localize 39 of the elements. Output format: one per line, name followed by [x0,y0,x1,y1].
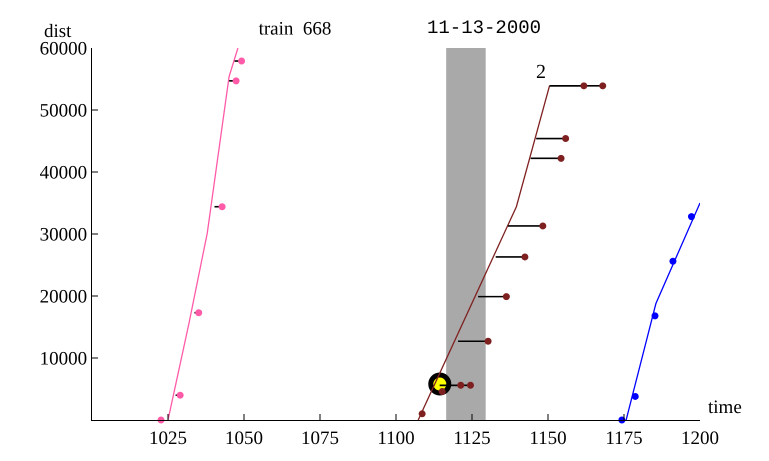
y-tick-label: 10000 [40,348,88,370]
point [652,312,659,320]
point [502,293,510,300]
point [632,392,639,400]
y-tick-label: 30000 [40,224,88,246]
point [195,309,202,316]
chart-subtitle: 11-13-2000 [427,17,542,39]
x-tick-label: 1200 [681,428,719,449]
point [562,135,570,142]
point [457,382,464,389]
point [580,82,588,90]
point [558,154,565,162]
point [232,77,240,84]
point [466,382,474,389]
y-tick-label: 20000 [40,286,88,308]
point [418,410,426,418]
y-tick-label: 40000 [40,162,88,184]
line-series [167,48,239,420]
point [688,213,695,220]
annotation: 2 [536,61,546,83]
point [238,58,246,65]
point [218,203,226,210]
point [521,253,528,260]
x-tick-label: 1175 [605,428,643,449]
x-tick-label: 1100 [377,428,415,449]
chart-title: train 668 [258,18,332,40]
point [176,392,184,399]
point [438,388,446,395]
x-tick-label: 1125 [453,428,491,449]
x-tick-label: 1025 [149,428,187,449]
x-axis-title: time [708,397,742,418]
point [539,222,546,230]
x-tick-label: 1050 [225,428,263,449]
point [599,82,606,90]
x-tick-label: 1150 [529,428,567,449]
point [669,258,676,265]
point [484,338,492,345]
x-tick-label: 1075 [301,428,339,449]
y-tick-label: 50000 [40,100,88,122]
